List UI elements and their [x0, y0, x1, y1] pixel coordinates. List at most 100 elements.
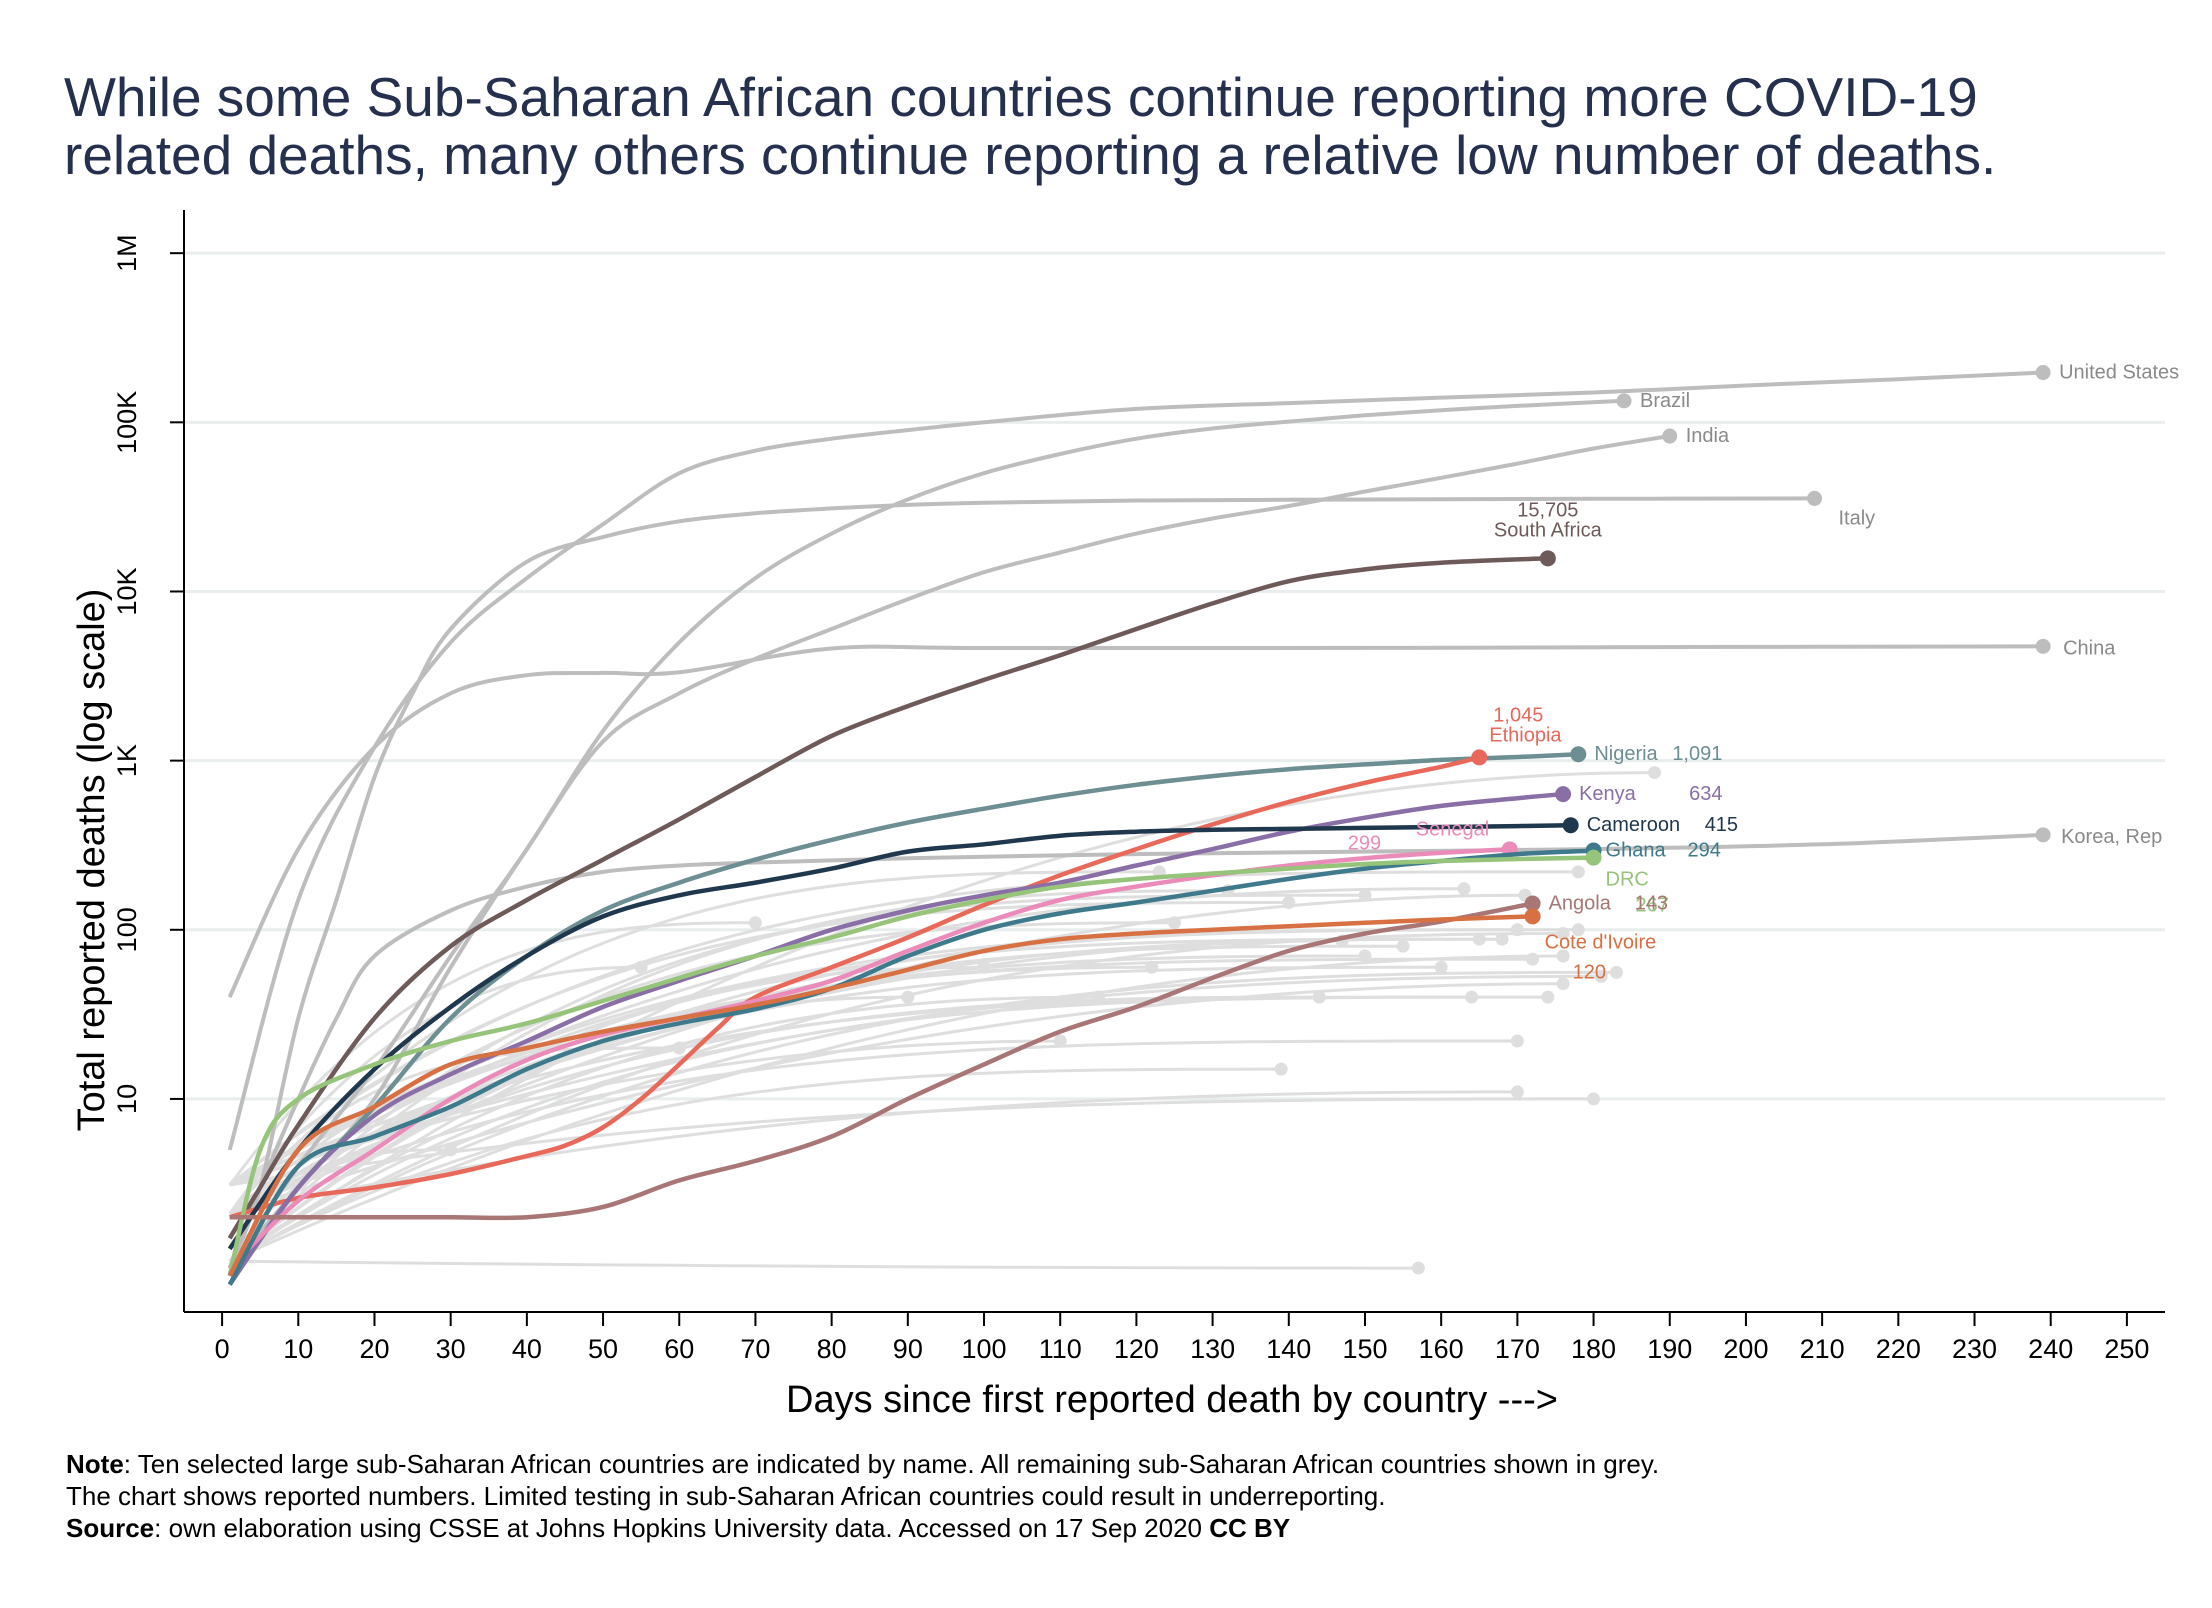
series-label-ghana: Ghana — [1606, 840, 1667, 862]
reference-point-brazil — [1616, 393, 1632, 409]
gridlines — [184, 251, 2165, 1101]
series-label-south-africa: South Africa — [1494, 519, 1603, 541]
background-series-endpoint — [977, 960, 991, 974]
x-tick-label-0: 0 — [215, 1334, 230, 1364]
series-point-south-africa — [1539, 550, 1556, 567]
series-line-cameroon — [227, 822, 1571, 1251]
series-value-angola: 143 — [1635, 893, 1668, 915]
series-label-cote-d-ivoire: Cote d'Ivoire — [1545, 931, 1657, 953]
background-series-line — [228, 921, 756, 1186]
background-series — [228, 766, 1662, 1275]
chart-title-line-2: related deaths, many others continue rep… — [64, 124, 1996, 186]
y-tick-label-1m: 1M — [112, 234, 142, 272]
background-series-line — [228, 771, 1655, 1263]
background-series-endpoint — [1609, 965, 1623, 979]
background-series-endpoint — [1495, 932, 1509, 946]
background-series-endpoint — [1396, 939, 1410, 953]
series-point-cameroon — [1562, 817, 1579, 834]
x-tick-label-200: 200 — [1723, 1334, 1768, 1364]
series-value-nigeria: 1,091 — [1672, 743, 1722, 765]
background-series-line — [229, 893, 1526, 1215]
series-line-angola — [229, 901, 1534, 1221]
note-line-2: The chart shows reported numbers. Limite… — [66, 1481, 1385, 1511]
series-value-senegal: 299 — [1348, 832, 1381, 854]
source-line: Source: own elaboration using CSSE at Jo… — [66, 1513, 1290, 1543]
background-series-endpoint — [748, 916, 762, 930]
series-label-senegal: Senegal — [1416, 818, 1489, 840]
background-series-endpoint — [672, 1041, 686, 1055]
background-series-endpoint — [1648, 766, 1662, 780]
x-tick-label-30: 30 — [436, 1334, 466, 1364]
series-value-kenya: 634 — [1689, 783, 1722, 805]
x-tick-label-250: 250 — [2104, 1334, 2149, 1364]
x-tick-label-120: 120 — [1114, 1334, 1159, 1364]
background-series-endpoint — [1526, 952, 1540, 966]
x-tick-label-60: 60 — [664, 1334, 694, 1364]
background-series-endpoint — [1053, 1034, 1067, 1048]
reference-point-italy — [1807, 490, 1823, 506]
series-point-angola — [1524, 895, 1541, 912]
reference-point-china — [2035, 638, 2051, 654]
reference-point-india — [1662, 428, 1678, 444]
series-label-angola: Angola — [1549, 893, 1612, 915]
background-series-line — [229, 1039, 1061, 1187]
series-point-nigeria — [1570, 746, 1587, 763]
y-axis-title: Total reported deaths (log scale) — [71, 589, 113, 1132]
x-tick-label-230: 230 — [1952, 1334, 1997, 1364]
background-series-endpoint — [1282, 895, 1296, 909]
background-series-line — [229, 954, 1564, 1263]
series-labels: United States Brazil India Italy China Korea,… — [1348, 362, 2179, 984]
series-label-nigeria: Nigeria — [1594, 743, 1658, 765]
x-tick-label-180: 180 — [1571, 1334, 1616, 1364]
background-series-endpoint — [1571, 865, 1585, 879]
series-value-ethiopia: 1,045 — [1493, 704, 1543, 726]
x-tick-label-220: 220 — [1876, 1334, 1921, 1364]
series-value-drc: 267 — [1636, 895, 1669, 917]
series-line-ethiopia — [229, 755, 1480, 1220]
x-tick-label-50: 50 — [588, 1334, 618, 1364]
background-series-endpoint — [1145, 960, 1159, 974]
background-series-line — [229, 1259, 1419, 1270]
x-tick-label-240: 240 — [2028, 1334, 2073, 1364]
reference-line-italy — [227, 496, 1815, 1269]
x-tick-label-10: 10 — [283, 1334, 313, 1364]
x-tick-label-90: 90 — [893, 1334, 923, 1364]
background-series-endpoint — [1510, 1085, 1524, 1099]
x-tick-label-170: 170 — [1495, 1334, 1540, 1364]
background-series-endpoint — [1434, 960, 1448, 974]
background-series-endpoint — [1587, 1092, 1601, 1106]
x-axis-title: Days since first reported death by count… — [786, 1379, 1558, 1421]
reference-label-china: China — [2063, 637, 2116, 659]
x-tick-label-20: 20 — [359, 1334, 389, 1364]
reference-line-united-states — [227, 370, 2044, 1151]
reference-label-united-states: United States — [2059, 362, 2179, 384]
x-tick-label-190: 190 — [1647, 1334, 1692, 1364]
reference-line-brazil — [228, 398, 1625, 1270]
background-series-endpoint — [1556, 977, 1570, 991]
background-series-line — [228, 932, 1564, 1263]
background-series-endpoint — [1556, 949, 1570, 963]
x-tick-label-160: 160 — [1419, 1334, 1464, 1364]
axes: 10 100 1K 10K 100K 1M 0 10 20 30 40 50 60 70 80 90 100 11… — [112, 210, 2165, 1364]
x-tick-label-70: 70 — [740, 1334, 770, 1364]
series-line-kenya — [227, 791, 1564, 1286]
x-tick-label-130: 130 — [1190, 1334, 1235, 1364]
background-series-endpoint — [1411, 1261, 1425, 1275]
series-value-cameroon: 415 — [1705, 814, 1738, 836]
reference-point-united-states — [2035, 365, 2051, 381]
x-tick-label-150: 150 — [1342, 1334, 1387, 1364]
reference-label-korea-rep: Korea, Rep — [2061, 826, 2162, 848]
series-label-drc: DRC — [1606, 869, 1649, 891]
reference-line-india — [228, 434, 1671, 1270]
background-series-endpoint — [1472, 932, 1486, 946]
series-point-ethiopia — [1471, 749, 1488, 766]
series-label-cameroon: Cameroon — [1587, 814, 1680, 836]
y-tick-label-100k: 100K — [112, 391, 142, 454]
series-line-cote-d-ivoire — [227, 914, 1533, 1277]
background-series-line — [228, 1067, 1282, 1263]
series-label-kenya: Kenya — [1579, 783, 1637, 805]
reference-point-korea-rep — [2035, 827, 2051, 843]
y-tick-label-1k: 1K — [112, 744, 142, 777]
background-series-endpoint — [1457, 882, 1471, 896]
